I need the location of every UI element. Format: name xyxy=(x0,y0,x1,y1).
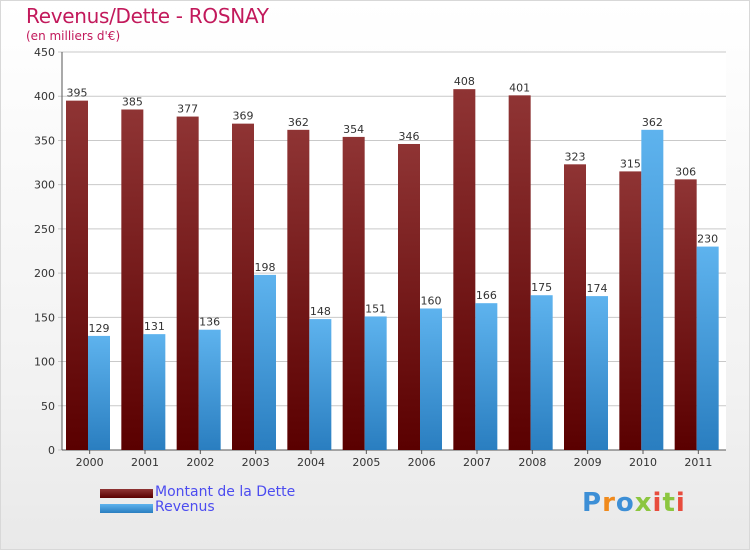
revenus-bar xyxy=(641,129,664,450)
dette-bar xyxy=(508,95,531,451)
dette-bar xyxy=(619,171,642,450)
chart-title: Revenus/Dette - ROSNAY xyxy=(26,4,269,28)
dette-value-label: 323 xyxy=(565,150,586,163)
x-tick-label: 2011 xyxy=(684,456,712,469)
x-tick-label: 2003 xyxy=(242,456,270,469)
revenus-bar xyxy=(530,295,553,450)
plot-area xyxy=(62,52,726,450)
dette-bar xyxy=(232,123,254,450)
dette-bar xyxy=(66,100,88,451)
dette-value-label: 315 xyxy=(620,157,641,170)
x-tick-label: 2008 xyxy=(518,456,546,469)
dette-value-label: 385 xyxy=(122,95,143,108)
revenus-bar xyxy=(364,316,387,450)
dette-value-label: 354 xyxy=(343,123,364,136)
y-tick-label: 400 xyxy=(34,90,55,103)
legend-swatch-revenus xyxy=(100,504,153,513)
y-tick-label: 350 xyxy=(34,134,55,147)
logo-letter: P xyxy=(582,488,603,518)
x-tick-label: 2007 xyxy=(463,456,491,469)
dette-value-label: 408 xyxy=(454,75,475,88)
x-tick-label: 2001 xyxy=(131,456,159,469)
x-tick-label: 2006 xyxy=(408,456,436,469)
dette-bar xyxy=(398,143,420,450)
y-tick-label: 150 xyxy=(34,311,55,324)
revenus-value-label: 160 xyxy=(421,294,442,307)
y-tick-label: 0 xyxy=(48,444,55,457)
logo-letter: o xyxy=(615,488,635,518)
dette-bar xyxy=(287,129,310,450)
revenus-value-label: 174 xyxy=(587,282,608,295)
x-tick-label: 2010 xyxy=(629,456,657,469)
y-tick-label: 450 xyxy=(34,46,55,59)
revenus-value-label: 131 xyxy=(144,320,165,333)
revenus-bar xyxy=(696,246,719,450)
y-tick-label: 50 xyxy=(41,400,55,413)
revenus-value-label: 136 xyxy=(199,316,220,329)
dette-value-label: 346 xyxy=(399,130,420,143)
proxiti-logo: Proxiti xyxy=(582,488,686,518)
dette-value-label: 369 xyxy=(233,110,254,123)
revenus-value-label: 129 xyxy=(89,322,110,335)
revenus-bar xyxy=(475,303,498,450)
revenus-bar xyxy=(143,334,166,450)
dette-bar xyxy=(453,89,476,450)
y-tick-label: 200 xyxy=(34,267,55,280)
revenus-bar xyxy=(420,308,442,450)
revenus-bar xyxy=(309,319,332,450)
revenus-value-label: 175 xyxy=(531,281,552,294)
logo-letter: i xyxy=(652,488,663,518)
revenus-value-label: 230 xyxy=(697,233,718,246)
logo-letter: i xyxy=(675,488,686,518)
x-tick-label: 2000 xyxy=(76,456,104,469)
dette-value-label: 401 xyxy=(509,81,530,94)
y-tick-label: 100 xyxy=(34,356,55,369)
legend-label-dette: Montant de la Dette xyxy=(155,484,296,500)
dette-value-label: 395 xyxy=(67,87,88,100)
x-tick-label: 2005 xyxy=(352,456,380,469)
revenus-bar xyxy=(254,274,276,450)
logo-letter: r xyxy=(602,488,616,518)
dette-bar xyxy=(564,164,586,450)
legend-swatch-dette xyxy=(100,489,153,498)
x-tick-label: 2002 xyxy=(186,456,214,469)
logo-letter: x xyxy=(634,488,653,518)
revenus-bar xyxy=(198,329,221,450)
y-tick-label: 300 xyxy=(34,179,55,192)
dette-value-label: 362 xyxy=(288,116,309,129)
chart-subtitle: (en milliers d'€) xyxy=(26,29,121,43)
x-tick-label: 2004 xyxy=(297,456,325,469)
dette-value-label: 306 xyxy=(675,165,696,178)
revenus-value-label: 148 xyxy=(310,305,331,318)
revenus-value-label: 362 xyxy=(642,116,663,129)
logo-letter: t xyxy=(662,488,676,518)
revenus-value-label: 151 xyxy=(365,302,386,315)
dette-value-label: 377 xyxy=(177,103,198,116)
dette-bar xyxy=(176,116,199,450)
revenus-bar xyxy=(88,335,110,450)
x-tick-label: 2009 xyxy=(574,456,602,469)
y-tick-label: 250 xyxy=(34,223,55,236)
dette-bar xyxy=(674,179,697,451)
revenus-value-label: 166 xyxy=(476,289,497,302)
revenus-value-label: 198 xyxy=(255,261,276,274)
revenus-bar xyxy=(586,296,608,450)
legend-label-revenus: Revenus xyxy=(155,499,215,515)
dette-bar xyxy=(342,136,365,450)
dette-bar xyxy=(121,109,144,450)
